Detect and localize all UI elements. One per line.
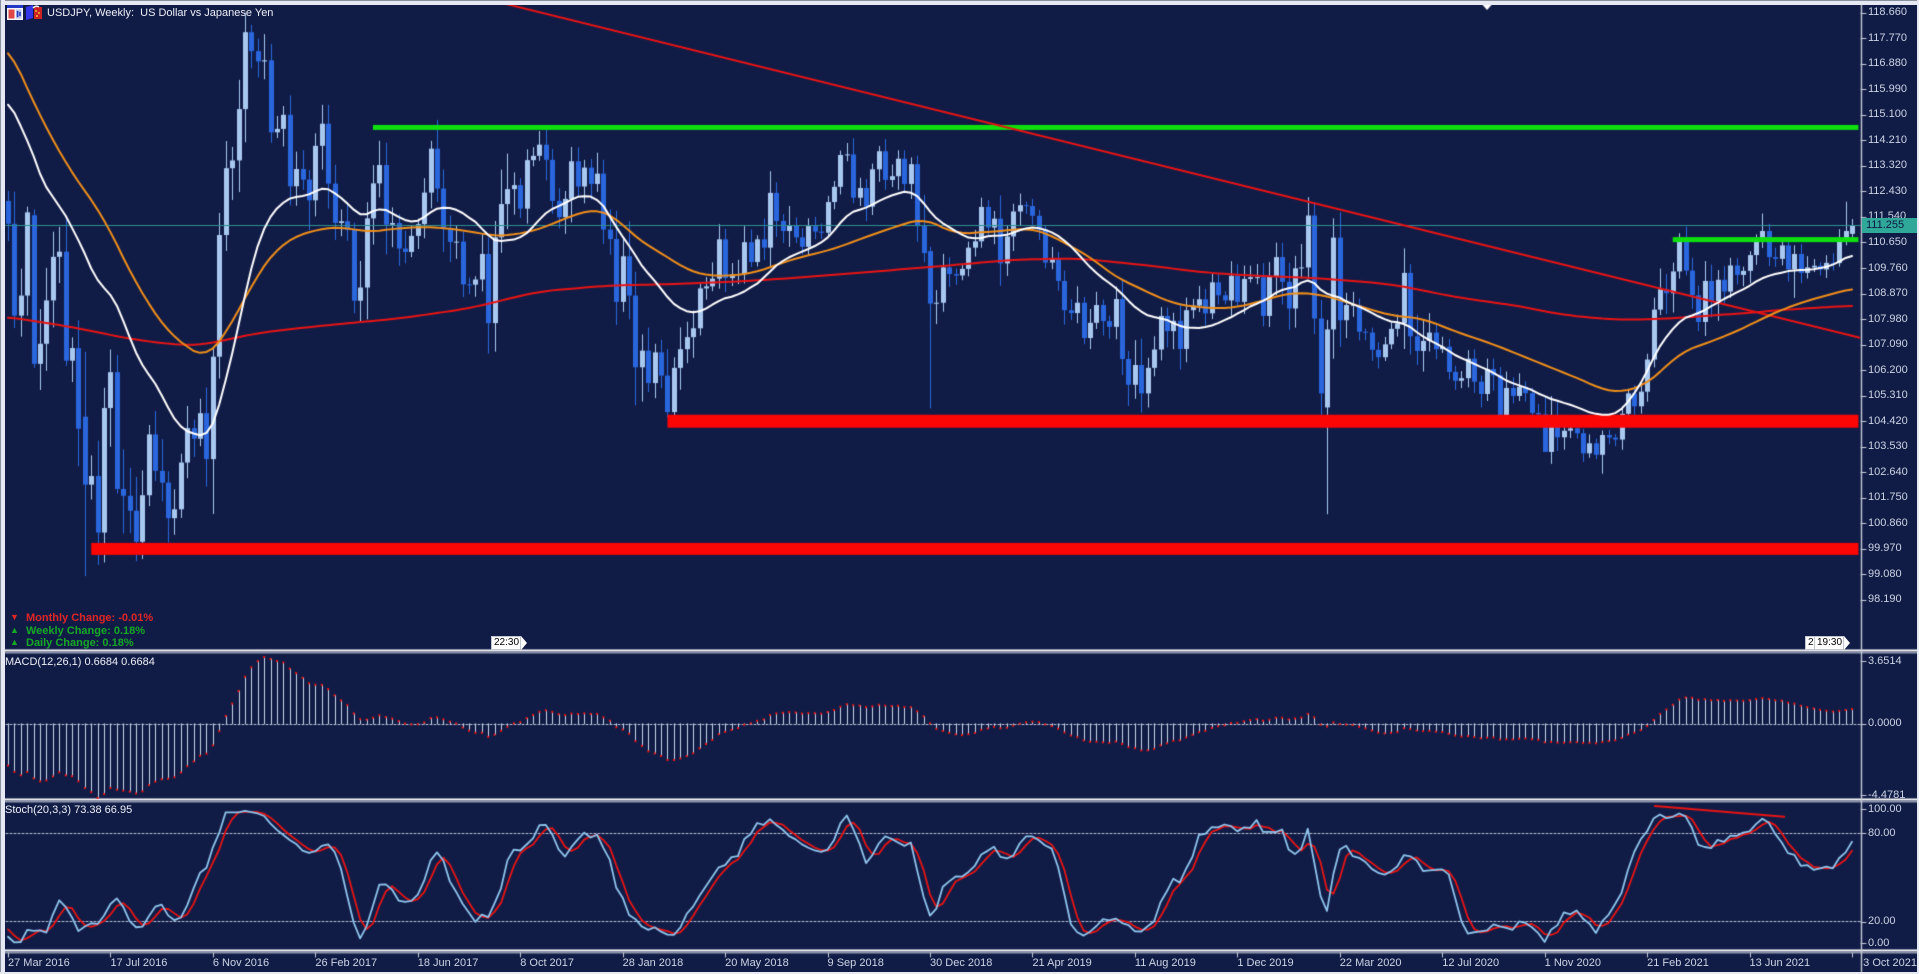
date-tick-label: 22 Mar 2020 xyxy=(1339,957,1402,969)
change-label-text: Weekly Change: 0.18% xyxy=(26,624,146,637)
stoch-axis-label: 0.00 xyxy=(1868,936,1890,949)
window-border-right xyxy=(1917,0,1919,974)
date-tick-label: 12 Jul 2020 xyxy=(1442,957,1500,969)
date-tick-label: 9 Sep 2018 xyxy=(827,957,884,969)
price-tick-label: 113.320 xyxy=(1868,159,1907,172)
stoch-panel[interactable] xyxy=(2,803,1860,951)
date-tick-label: 30 Dec 2018 xyxy=(930,957,993,969)
time-marker-tag: 19:30 xyxy=(1814,636,1851,650)
change-label-text: Daily Change: 0.18% xyxy=(26,637,134,649)
date-tick-label: 1 Nov 2020 xyxy=(1544,957,1601,969)
panel-splitter-dates[interactable] xyxy=(0,949,1919,954)
date-tick-label: 28 Jan 2018 xyxy=(622,957,684,969)
date-tick-label: 8 Oct 2017 xyxy=(520,957,575,969)
stoch-indicator-label: Stoch(20,3,3) 73.38 66.95 xyxy=(5,804,133,816)
date-tick-label: 3 Oct 2021 xyxy=(1863,957,1917,969)
price-tick-label: 98.190 xyxy=(1868,593,1902,606)
price-tick-label: 117.770 xyxy=(1868,31,1907,44)
symbol-title: USDJPY, Weekly: US Dollar vs Japanese Ye… xyxy=(47,7,274,19)
price-tick-label: 105.310 xyxy=(1868,389,1908,402)
stoch-axis-label: 80.00 xyxy=(1868,826,1896,839)
date-tick-label: 26 Feb 2017 xyxy=(315,957,378,969)
price-tick-label: 112.430 xyxy=(1868,184,1907,197)
window-border-top xyxy=(0,0,1919,5)
up-triangle-icon: ▲ xyxy=(10,624,19,635)
macd-indicator-label: MACD(12,26,1) 0.6684 0.6684 xyxy=(5,656,155,668)
price-tick-label: 103.530 xyxy=(1868,440,1908,453)
date-tick-label: 27 Mar 2016 xyxy=(8,957,70,969)
stoch-axis-label: 100.00 xyxy=(1868,802,1902,815)
window-border-left xyxy=(0,0,5,974)
current-price-tag: 111.255 xyxy=(1862,217,1917,233)
macd-axis-label: 3.6514 xyxy=(1868,654,1902,667)
date-tick-label: 18 Jun 2017 xyxy=(417,957,479,969)
date-tick-label: 13 Jun 2021 xyxy=(1749,957,1811,969)
price-tick-label: 110.650 xyxy=(1868,235,1907,248)
date-tick-label: 20 May 2018 xyxy=(725,957,789,969)
stoch-axis-label: 20.00 xyxy=(1868,915,1896,928)
change-label: ▼ Monthly Change: -0.01% xyxy=(10,612,153,624)
change-label: ▲ Daily Change: 0.18% xyxy=(10,637,134,649)
price-tick-label: 99.080 xyxy=(1868,567,1902,580)
date-tick-label: 6 Nov 2016 xyxy=(212,957,270,969)
main-chart-panel[interactable] xyxy=(2,3,1860,651)
macd-axis-label: 0.0000 xyxy=(1868,717,1902,730)
down-triangle-icon: ▼ xyxy=(10,612,19,622)
price-tick-label: 116.880 xyxy=(1868,57,1907,70)
window-border-bottom xyxy=(0,972,1919,974)
price-tick-label: 99.970 xyxy=(1868,542,1902,555)
price-tick-label: 100.860 xyxy=(1868,516,1908,529)
date-tick-label: 17 Jul 2016 xyxy=(110,957,168,969)
price-tick-label: 104.420 xyxy=(1868,414,1908,427)
macd-axis-label: -4.4781 xyxy=(1868,788,1906,801)
indicators-icon xyxy=(26,5,42,20)
date-tick-label: 21 Feb 2021 xyxy=(1647,957,1709,969)
price-tick-label: 118.660 xyxy=(1868,6,1907,19)
panel-splitter-stoch[interactable] xyxy=(0,798,1919,803)
change-label: ▲ Weekly Change: 0.18% xyxy=(10,625,145,637)
price-tick-label: 107.090 xyxy=(1868,338,1908,351)
price-tick-label: 115.100 xyxy=(1868,108,1907,121)
price-tick-label: 109.760 xyxy=(1868,261,1908,274)
price-tick-label: 101.750 xyxy=(1868,491,1908,504)
date-tick-label: 11 Aug 2019 xyxy=(1134,957,1196,969)
date-tick-label: 21 Apr 2019 xyxy=(1032,957,1092,969)
price-tick-label: 107.980 xyxy=(1868,312,1908,325)
price-tick-label: 102.640 xyxy=(1868,465,1908,478)
panel-splitter-macd[interactable] xyxy=(0,649,1919,654)
price-tick-label: 106.200 xyxy=(1868,363,1908,376)
price-tick-label: 108.870 xyxy=(1868,287,1908,300)
price-tick-label: 115.990 xyxy=(1868,82,1907,95)
date-tick-label: 1 Dec 2019 xyxy=(1237,957,1294,969)
up-triangle-icon: ▲ xyxy=(10,637,19,647)
price-tick-label: 114.210 xyxy=(1868,133,1907,146)
macd-panel[interactable] xyxy=(2,656,1860,800)
time-marker-tag: 22:30 xyxy=(491,636,528,650)
chart-window-icon xyxy=(7,5,23,20)
change-label-text: Monthly Change: -0.01% xyxy=(26,612,154,624)
